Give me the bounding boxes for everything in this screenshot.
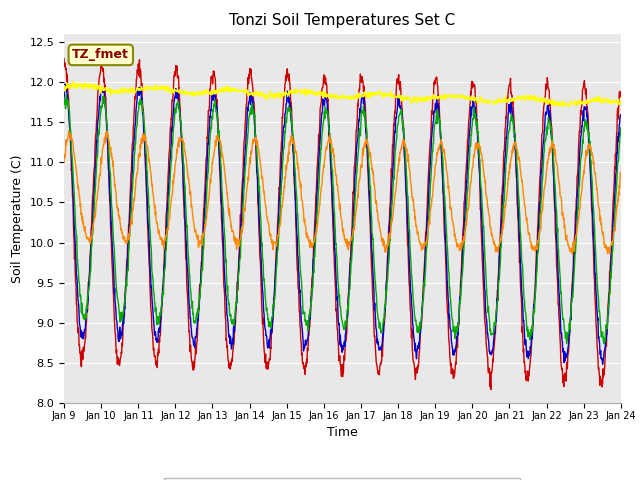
Legend: -2cm, -4cm, -8cm, -16cm, -32cm: -2cm, -4cm, -8cm, -16cm, -32cm (164, 479, 520, 480)
Text: TZ_fmet: TZ_fmet (72, 48, 129, 61)
X-axis label: Time: Time (327, 426, 358, 439)
Y-axis label: Soil Temperature (C): Soil Temperature (C) (11, 154, 24, 283)
Title: Tonzi Soil Temperatures Set C: Tonzi Soil Temperatures Set C (229, 13, 456, 28)
